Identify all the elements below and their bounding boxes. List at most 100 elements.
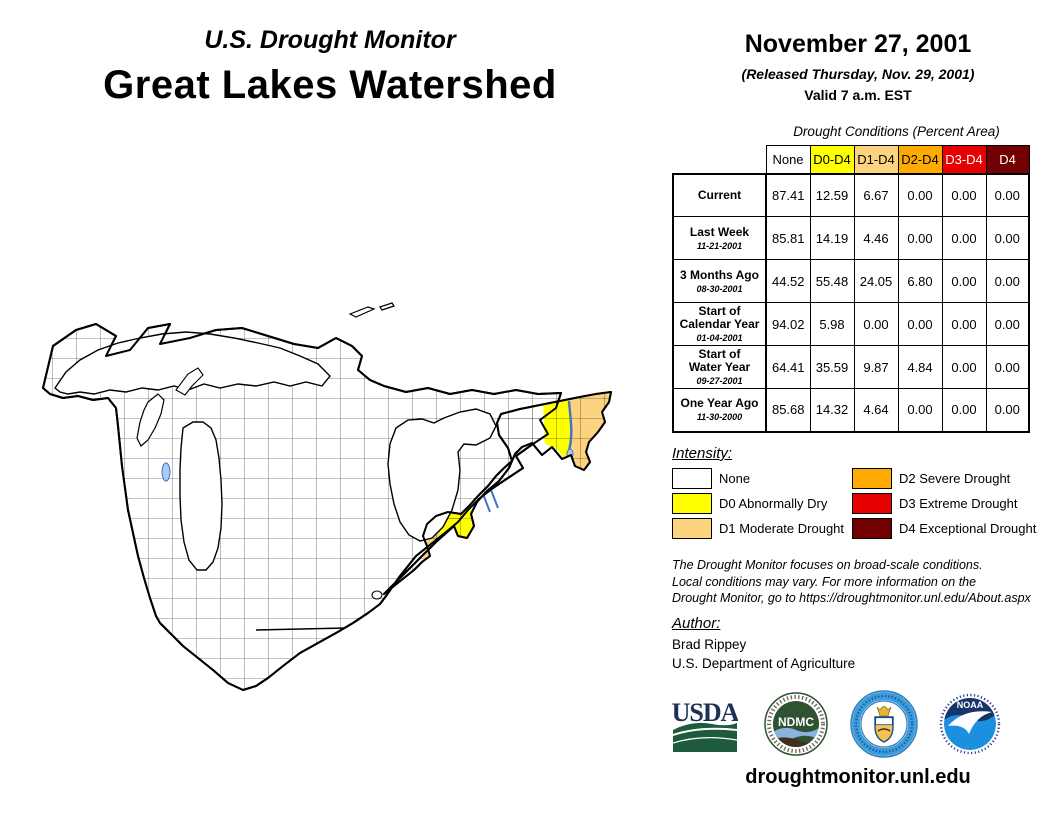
cell-value: 24.05 [853, 259, 899, 303]
cell-value: 5.98 [809, 302, 855, 346]
keweenaw-peninsula [175, 367, 204, 396]
legend-item-none: None [672, 468, 750, 489]
cell-value: 85.81 [765, 216, 811, 260]
col-header-d0-d4: D0-D4 [809, 145, 855, 174]
legend-swatch-d2 [852, 468, 892, 489]
table-row-last-week: Last Week 11-21-2001 85.81 14.19 4.46 0.0… [672, 216, 1030, 260]
island-sliver-2 [379, 302, 395, 311]
cell-value: 55.48 [809, 259, 855, 303]
page-title: Great Lakes Watershed [103, 63, 557, 107]
date-block: November 27, 2001 (Released Thursday, No… [660, 30, 1056, 103]
author-organization: U.S. Department of Agriculture [672, 656, 856, 671]
report-series-title: U.S. Drought Monitor [204, 26, 456, 54]
cell-value: 6.80 [897, 259, 943, 303]
legend-item-d2: D2 Severe Drought [852, 468, 1010, 489]
cell-value: 4.64 [853, 388, 899, 433]
website-url: droughtmonitor.unl.edu [745, 766, 971, 788]
table-row-start-calendar-year: Start of Calendar Year 01-04-2001 94.02 5.… [672, 302, 1030, 346]
valid-time: Valid 7 a.m. EST [804, 87, 912, 103]
table-row-start-water-year: Start of Water Year 09-27-2001 64.41 35.59… [672, 345, 1030, 389]
lake-champlain [566, 400, 573, 457]
lake-winnebago [161, 462, 171, 482]
col-header-none: None [765, 145, 811, 174]
cell-value: 0.00 [985, 302, 1030, 346]
doc-ship [877, 728, 891, 732]
legend-item-d4: D4 Exceptional Drought [852, 518, 1036, 539]
state-boundary-line [255, 627, 347, 631]
lake-huron-georgian-bay [387, 408, 497, 542]
ndmc-wave [773, 727, 819, 740]
cell-value: 0.00 [985, 259, 1030, 303]
lake-superior [54, 331, 331, 395]
col-header-d3-d4: D3-D4 [941, 145, 987, 174]
cell-value: 9.87 [853, 345, 899, 389]
usda-swoosh-2 [672, 736, 738, 744]
release-date: (Released Thursday, Nov. 29, 2001) [741, 66, 975, 82]
col-header-d1-d4: D1-D4 [853, 145, 899, 174]
cell-value: 0.00 [897, 172, 943, 217]
cell-value: 4.84 [897, 345, 943, 389]
table-row-3-months-ago: 3 Months Ago 08-30-2001 44.52 55.48 24.05… [672, 259, 1030, 303]
row-label: Start of Calendar Year 01-04-2001 [672, 302, 767, 346]
cell-value: 0.00 [897, 388, 943, 433]
cell-value: 12.59 [809, 172, 855, 217]
cell-value: 0.00 [941, 302, 987, 346]
legend-heading: Intensity: [672, 445, 733, 462]
cell-value: 44.52 [765, 259, 811, 303]
lake-st-clair [371, 590, 383, 600]
green-bay [136, 393, 165, 447]
row-label: One Year Ago 11-30-2000 [672, 388, 767, 433]
legend-swatch-none [672, 468, 712, 489]
legend-item-d0: D0 Abnormally Dry [672, 493, 827, 514]
finger-lake-east [490, 489, 499, 509]
agency-logos: USDA NDMC [660, 688, 1056, 760]
drought-map [42, 302, 612, 691]
title-block: U.S. Drought Monitor Great Lakes Watersh… [0, 26, 660, 108]
legend-swatch-d1 [672, 518, 712, 539]
cell-value: 0.00 [941, 259, 987, 303]
col-header-d2-d4: D2-D4 [897, 145, 943, 174]
usda-wordmark: USDA [672, 698, 738, 727]
cell-value: 0.00 [941, 345, 987, 389]
map-date: November 27, 2001 [744, 30, 972, 58]
doc-eagle [876, 706, 892, 717]
cell-value: 0.00 [941, 388, 987, 433]
doc-ring-text [855, 695, 913, 753]
row-label: Last Week 11-21-2001 [672, 216, 767, 260]
lake-michigan [179, 421, 223, 571]
cell-value: 4.46 [853, 216, 899, 260]
noaa-gull [948, 711, 992, 734]
cell-value: 6.67 [853, 172, 899, 217]
legend-swatch-d3 [852, 493, 892, 514]
cell-value: 87.41 [765, 172, 811, 217]
cell-value: 14.19 [809, 216, 855, 260]
legend-swatch-d4 [852, 518, 892, 539]
table-corner-cell [673, 145, 766, 174]
cell-value: 64.41 [765, 345, 811, 389]
doc-shield-chief [875, 717, 893, 726]
author-heading: Author: [672, 615, 721, 632]
legend-item-d1: D1 Moderate Drought [672, 518, 844, 539]
cell-value: 0.00 [985, 345, 1030, 389]
table-header-row: None D0-D4 D1-D4 D2-D4 D3-D4 D4 [673, 145, 1030, 174]
table-row-one-year-ago: One Year Ago 11-30-2000 85.68 14.32 4.64 … [672, 388, 1030, 433]
usda-logo: USDA [672, 698, 738, 752]
row-label: Current [672, 172, 767, 217]
cell-value: 0.00 [985, 388, 1030, 433]
cell-value: 0.00 [985, 216, 1030, 260]
cell-value: 0.00 [985, 172, 1030, 217]
legend-item-d3: D3 Extreme Drought [852, 493, 1018, 514]
row-label: Start of Water Year 09-27-2001 [672, 345, 767, 389]
doc-seal-logo [850, 690, 918, 758]
noaa-logo: NOAA [939, 693, 1001, 755]
ndmc-wordmark: NDMC [778, 715, 814, 729]
cell-value: 94.02 [765, 302, 811, 346]
disclaimer-text: The Drought Monitor focuses on broad-sca… [672, 558, 1031, 605]
author-name: Brad Rippey [672, 637, 747, 652]
row-label: 3 Months Ago 08-30-2001 [672, 259, 767, 303]
usda-swoosh-1 [672, 727, 738, 736]
cell-value: 0.00 [941, 216, 987, 260]
noaa-wordmark: NOAA [957, 700, 984, 710]
table-caption: Drought Conditions (Percent Area) [793, 124, 1000, 139]
